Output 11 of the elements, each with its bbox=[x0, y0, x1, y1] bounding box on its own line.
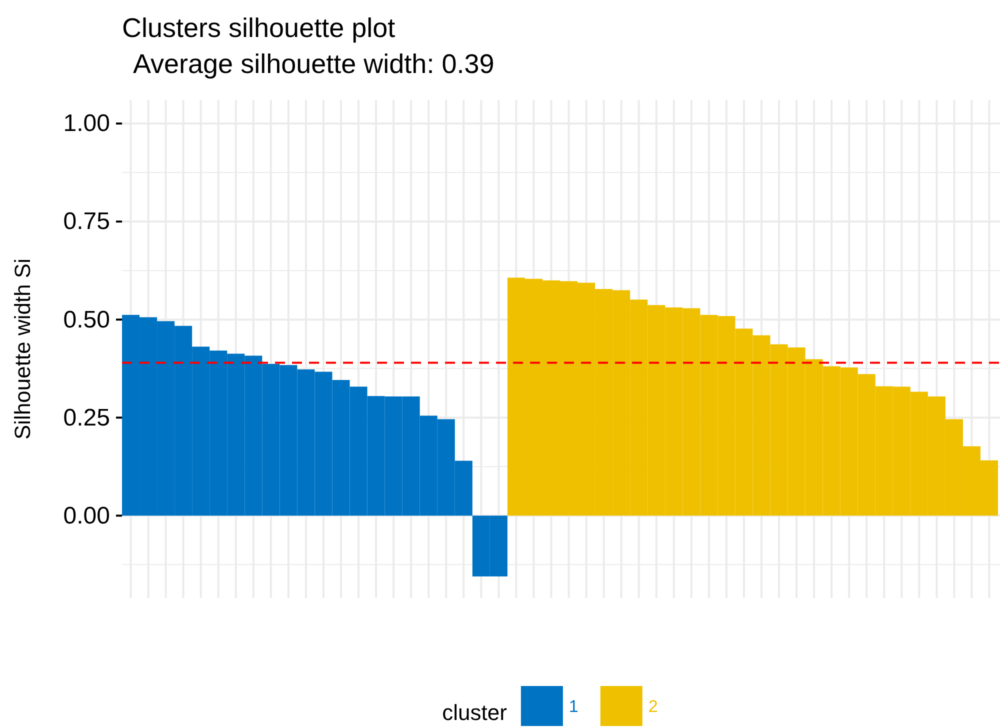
chart-subtitle: Average silhouette width: 0.39 bbox=[133, 49, 494, 79]
y-tick-label: 0.75 bbox=[63, 208, 110, 236]
y-tick-label: 0.00 bbox=[63, 502, 110, 530]
y-tick-label: 0.25 bbox=[63, 404, 110, 432]
y-tick-label: 0.50 bbox=[63, 306, 110, 334]
chart-title: Clusters silhouette plot bbox=[122, 13, 396, 43]
y-axis-title: Silhouette width Si bbox=[10, 258, 35, 440]
y-tick-label: 1.00 bbox=[63, 110, 110, 138]
legend-title: cluster bbox=[442, 700, 507, 725]
legend-label: 2 bbox=[648, 697, 658, 716]
legend-label: 1 bbox=[568, 697, 578, 716]
